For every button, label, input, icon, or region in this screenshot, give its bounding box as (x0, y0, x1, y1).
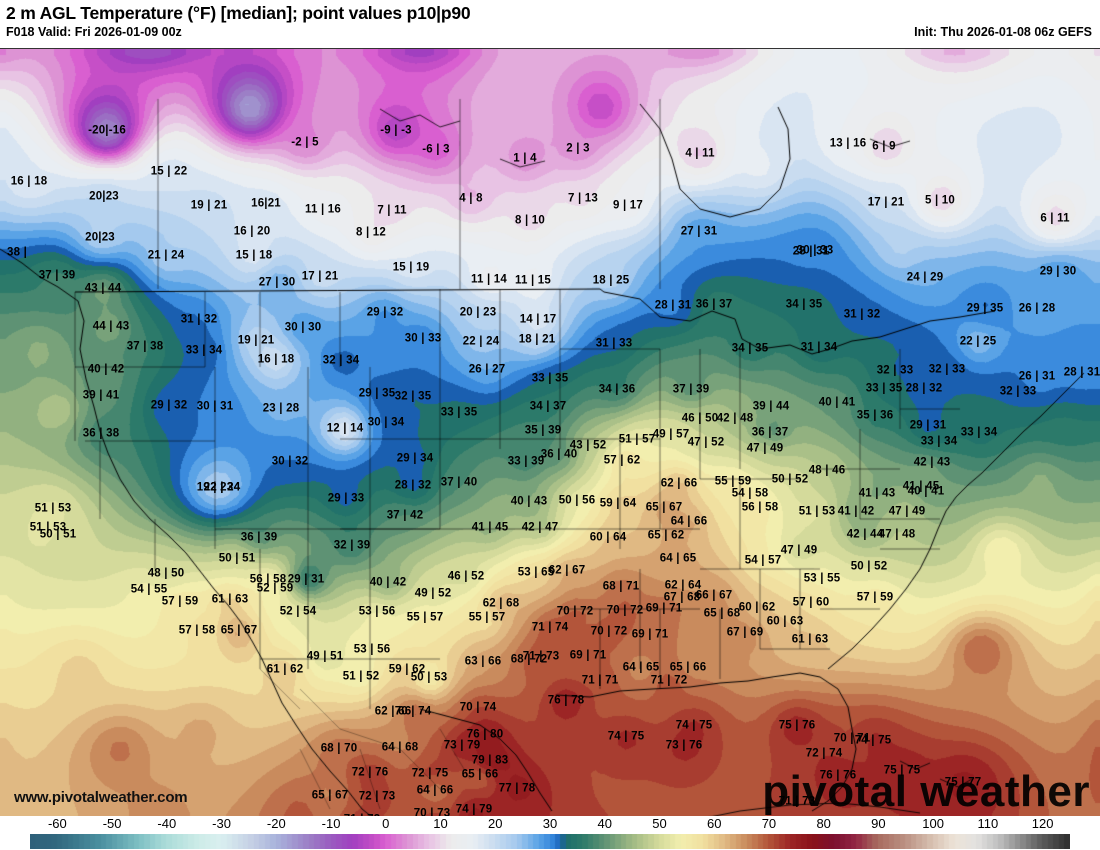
colorbar-tick: 100 (922, 816, 945, 831)
colorbar-tick: -40 (157, 816, 177, 831)
colorbar: -60 -50 -40 -30 -20 -10 0 10 20 30 40 50 60 70 80 90 100… (0, 816, 1100, 850)
colorbar-canvas (30, 834, 1070, 849)
page-title: 2 m AGL Temperature (°F) [median]; point… (6, 3, 471, 23)
colorbar-tick: 50 (652, 816, 667, 831)
colorbar-tick: 80 (816, 816, 831, 831)
colorbar-tick: 20 (488, 816, 503, 831)
map-raster-canvas (0, 49, 1100, 816)
colorbar-tick: -20 (266, 816, 286, 831)
brand-watermark: pivotal weather (762, 767, 1090, 816)
colorbar-tick: 120 (1031, 816, 1054, 831)
site-url-watermark: www.pivotalweather.com (14, 789, 188, 806)
colorbar-tick: -10 (321, 816, 341, 831)
valid-time-label: F018 Valid: Fri 2026-01-09 00z (6, 25, 182, 39)
colorbar-tick: -60 (47, 816, 67, 831)
init-time-label: Init: Thu 2026-01-08 06z GEFS (914, 25, 1092, 39)
header-bar: 2 m AGL Temperature (°F) [median]; point… (0, 0, 1100, 48)
colorbar-tick: 30 (542, 816, 558, 831)
colorbar-tick: 90 (871, 816, 886, 831)
colorbar-gradient (30, 834, 1070, 849)
colorbar-tick: -50 (102, 816, 122, 831)
colorbar-tick: 70 (761, 816, 777, 831)
colorbar-tick: -30 (212, 816, 231, 831)
colorbar-tick: 110 (977, 816, 999, 831)
colorbar-tick: 10 (433, 816, 448, 831)
colorbar-tick: 60 (706, 816, 722, 831)
colorbar-tick-labels: -60 -50 -40 -30 -20 -10 0 10 20 30 40 50 60 70 80 90 100… (0, 816, 1100, 834)
colorbar-tick: 0 (382, 816, 390, 831)
colorbar-tick: 40 (597, 816, 612, 831)
